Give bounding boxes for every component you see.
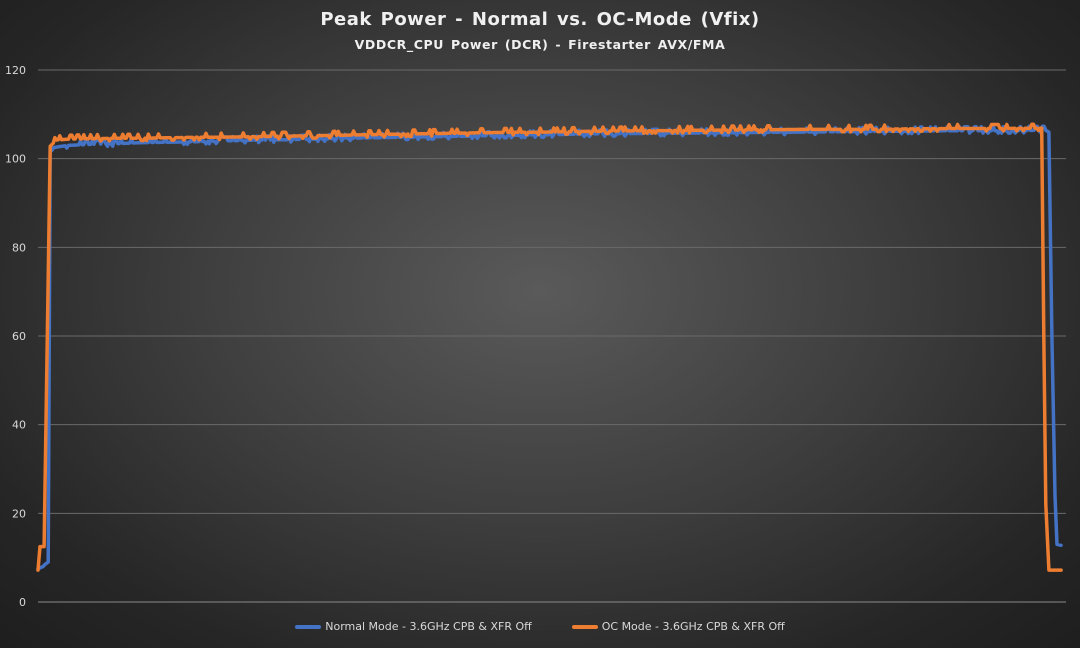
series-line-normal	[36, 124, 1063, 571]
series-lines	[36, 122, 1063, 572]
legend-label-normal: Normal Mode - 3.6GHz CPB & XFR Off	[325, 620, 532, 633]
legend-swatch-normal	[295, 624, 322, 629]
y-tick-label-80: 80	[12, 241, 26, 254]
legend-label-oc: OC Mode - 3.6GHz CPB & XFR Off	[601, 620, 785, 633]
y-tick-label-120: 120	[5, 64, 26, 77]
legend-item-oc: OC Mode - 3.6GHz CPB & XFR Off	[571, 620, 785, 633]
y-tick-label-20: 20	[12, 507, 26, 520]
y-tick-label-60: 60	[12, 330, 26, 343]
legend: Normal Mode - 3.6GHz CPB & XFR Off OC Mo…	[0, 620, 1080, 633]
series-line-oc	[36, 122, 1063, 572]
chart-subtitle: VDDCR_CPU Power (DCR) - Firestarter AVX/…	[354, 37, 726, 52]
gridlines	[38, 69, 1066, 603]
y-tick-label-100: 100	[5, 153, 26, 166]
y-axis: 0 20 40 60 80 100 120	[5, 64, 26, 609]
legend-item-normal: Normal Mode - 3.6GHz CPB & XFR Off	[295, 620, 532, 633]
y-tick-label-40: 40	[12, 419, 26, 432]
y-tick-label-0: 0	[19, 596, 26, 609]
legend-swatch-oc	[571, 624, 598, 629]
chart-title: Peak Power - Normal vs. OC-Mode (Vfix)	[320, 9, 760, 30]
